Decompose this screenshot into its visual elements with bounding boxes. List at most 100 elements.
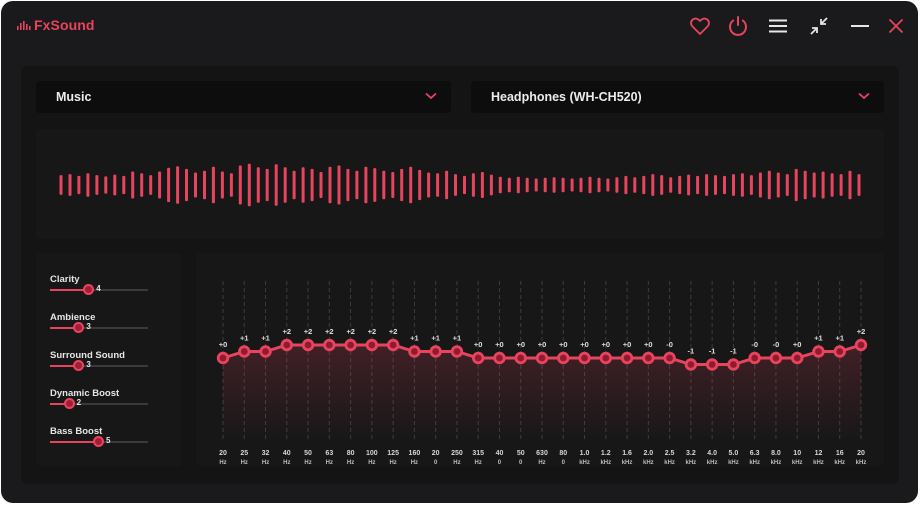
waveform-bar — [86, 173, 90, 197]
slider-track[interactable]: 4 — [50, 284, 148, 295]
waveform-bar — [391, 172, 395, 198]
waveform-bar — [373, 168, 377, 202]
eq-band-knob[interactable] — [833, 345, 846, 358]
waveform-bar — [507, 177, 511, 193]
waveform-bar — [211, 166, 215, 204]
waveform-bar — [337, 165, 341, 205]
eq-band-knob[interactable] — [301, 338, 315, 352]
eq-band-knob[interactable] — [535, 351, 549, 365]
eq-band-knob[interactable] — [408, 345, 421, 358]
eq-gain-label: +0 — [474, 340, 483, 349]
close-icon[interactable] — [884, 14, 908, 38]
slider-knob[interactable] — [73, 322, 85, 333]
slider-track[interactable]: 5 — [50, 436, 148, 447]
slider-track[interactable]: 3 — [50, 360, 148, 371]
eq-freq-label: 6.3 — [750, 450, 760, 457]
minimize-icon[interactable] — [848, 14, 872, 38]
eq-unit-label: Hz — [262, 460, 269, 466]
eq-gain-label: +1 — [814, 334, 823, 343]
waveform-bar — [498, 176, 502, 194]
eq-band-knob[interactable] — [599, 351, 613, 365]
waveform-bar — [149, 175, 153, 195]
eq-band-knob[interactable] — [705, 358, 719, 371]
minimize-view-icon[interactable] — [807, 14, 831, 38]
eq-band-knob[interactable] — [280, 338, 294, 352]
waveform-bar — [606, 178, 610, 192]
eq-band-knob[interactable] — [472, 351, 485, 365]
eq-band-knob[interactable] — [514, 351, 527, 365]
eq-band-knob[interactable] — [620, 351, 634, 365]
eq-unit-label: Hz — [453, 460, 460, 466]
waveform-bar — [848, 170, 852, 200]
eq-band-knob[interactable] — [365, 338, 379, 352]
eq-band-knob[interactable] — [684, 358, 698, 371]
waveform-bar — [534, 178, 538, 192]
eq-band-knob[interactable] — [386, 338, 400, 352]
eq-band-knob[interactable] — [493, 351, 506, 365]
menu-icon[interactable] — [766, 14, 790, 38]
power-icon[interactable] — [726, 14, 750, 38]
eq-unit-label: Hz — [368, 460, 375, 466]
eq-unit-label: 0 — [519, 460, 523, 466]
eq-band-knob[interactable] — [578, 351, 591, 365]
eq-unit-label: Hz — [475, 460, 482, 466]
app-name: FxSound — [34, 17, 95, 33]
eq-gain-label: +2 — [857, 327, 866, 336]
eq-band-knob[interactable] — [429, 345, 442, 358]
eq-unit-label: Hz — [304, 460, 311, 466]
effect-label: Ambience — [50, 312, 96, 323]
slider-knob[interactable] — [83, 284, 95, 295]
eq-freq-label: 16 — [836, 450, 844, 457]
slider-knob[interactable] — [63, 398, 75, 409]
eq-band-knob[interactable] — [238, 345, 251, 358]
effect-label: Clarity — [50, 274, 80, 285]
eq-band-knob[interactable] — [812, 345, 825, 358]
eq-band-knob[interactable] — [344, 338, 357, 352]
effect-label: Dynamic Boost — [50, 388, 120, 399]
waveform-bar — [68, 174, 72, 196]
eq-freq-label: 1.0 — [580, 450, 590, 457]
eq-gain-label: -1 — [688, 347, 695, 356]
slider-knob[interactable] — [73, 360, 85, 371]
waveform-bar — [131, 171, 135, 199]
eq-freq-label: 20 — [857, 450, 865, 457]
eq-freq-label: 250 — [451, 450, 463, 457]
waveform-bar — [310, 168, 314, 202]
waveform-bar — [185, 168, 188, 202]
waveform-bar — [445, 170, 449, 200]
eq-freq-label: 40 — [283, 450, 291, 457]
eq-band-knob[interactable] — [259, 345, 272, 358]
eq-band-knob[interactable] — [769, 351, 783, 365]
eq-unit-label: kHz — [813, 460, 824, 466]
waveform-bar — [516, 176, 520, 194]
waveform-bar — [857, 174, 861, 196]
eq-gain-label: +0 — [495, 340, 504, 349]
eq-band-knob[interactable] — [791, 351, 804, 365]
eq-band-knob[interactable] — [663, 351, 676, 365]
eq-band-knob[interactable] — [323, 338, 336, 352]
preset-dropdown[interactable]: Music — [36, 81, 451, 113]
slider-track[interactable]: 2 — [50, 398, 148, 409]
eq-band-knob[interactable] — [450, 345, 464, 358]
heart-icon[interactable] — [688, 14, 712, 38]
eq-band-knob[interactable] — [727, 358, 740, 371]
eq-gain-label: -0 — [751, 340, 758, 349]
waveform-bar — [256, 167, 260, 203]
waveform-bar — [803, 170, 807, 200]
slider-track[interactable]: 3 — [50, 322, 148, 333]
eq-gain-label: +2 — [325, 327, 334, 336]
eq-band-knob[interactable] — [642, 351, 655, 365]
slider-value: 2 — [76, 398, 82, 407]
eq-band-knob[interactable] — [748, 351, 761, 365]
waveform-bar — [660, 175, 664, 195]
device-value: Headphones (WH-CH520) — [491, 90, 642, 104]
eq-band-knob[interactable] — [216, 351, 230, 365]
eq-gain-label: +2 — [283, 327, 292, 336]
chevron-down-icon — [425, 92, 437, 100]
eq-band-knob[interactable] — [557, 351, 570, 365]
eq-freq-label: 50 — [304, 450, 312, 457]
eq-band-knob[interactable] — [854, 338, 868, 352]
device-dropdown[interactable]: Headphones (WH-CH520) — [471, 81, 884, 113]
waveform-bar — [489, 174, 493, 196]
slider-knob[interactable] — [93, 436, 104, 447]
